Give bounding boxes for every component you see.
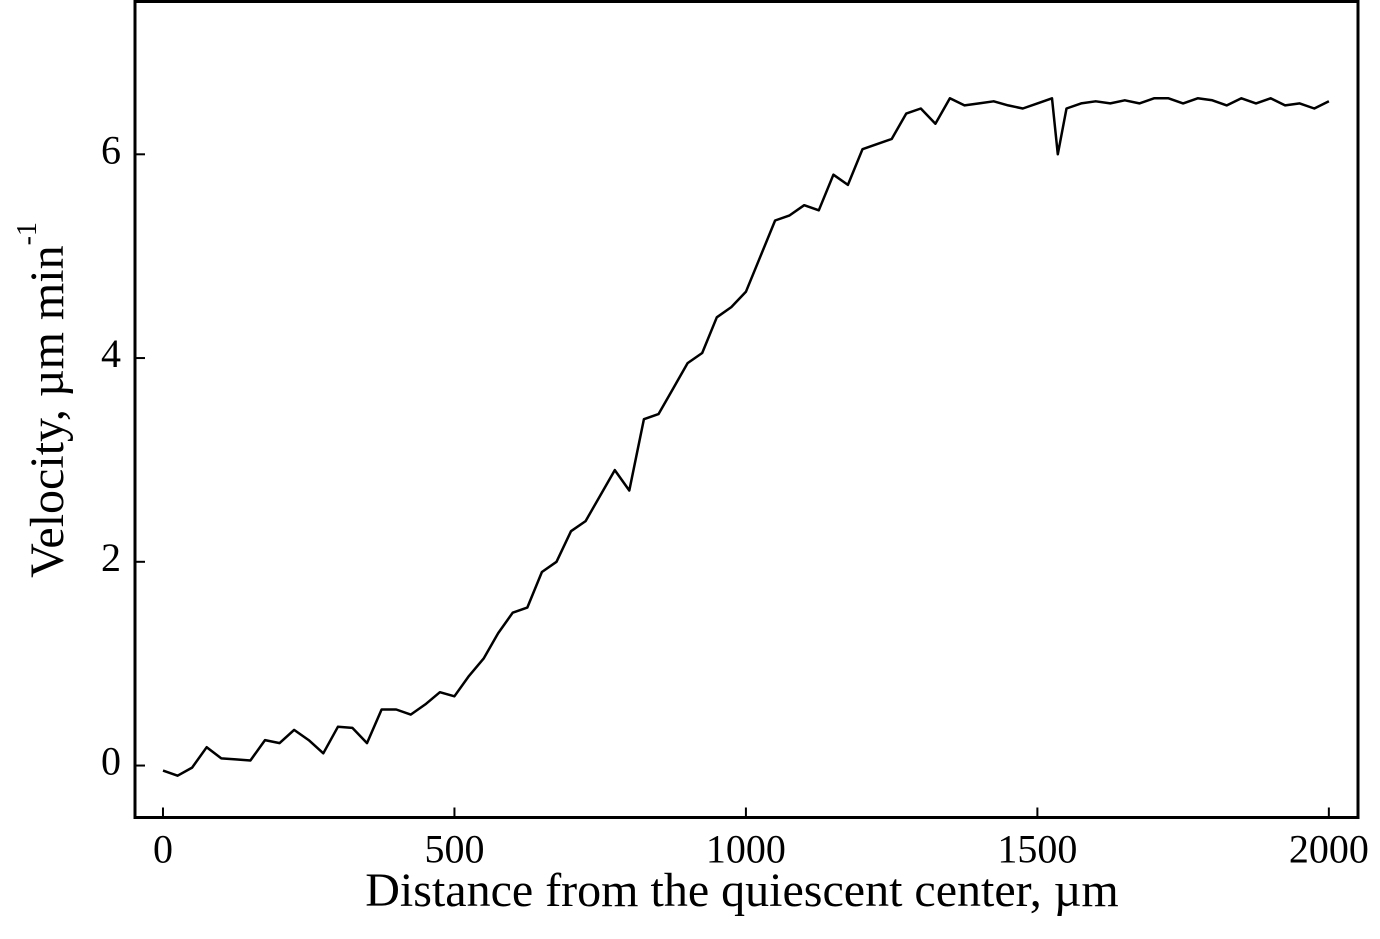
x-tick-label: 1500	[997, 827, 1077, 872]
data-line	[162, 97, 1330, 777]
y-tick-label: 2	[101, 535, 121, 580]
y-tick-label: 6	[101, 127, 121, 172]
x-tick-label: 500	[424, 827, 484, 872]
x-tick-label: 1000	[706, 827, 786, 872]
y-axis-label-exponent: -1	[12, 222, 43, 245]
x-axis-label: Distance from the quiescent center, µm	[365, 864, 1118, 917]
y-tick-label: 0	[101, 739, 121, 784]
y-tick-label: 4	[101, 331, 121, 376]
y-axis-label-text: Velocity, µm min	[21, 245, 74, 578]
x-tick-label: 0	[153, 827, 173, 872]
y-axis-label: Velocity, µm min-1	[12, 222, 74, 578]
x-tick-label: 2000	[1289, 827, 1369, 872]
plot-frame	[133, 0, 1360, 819]
